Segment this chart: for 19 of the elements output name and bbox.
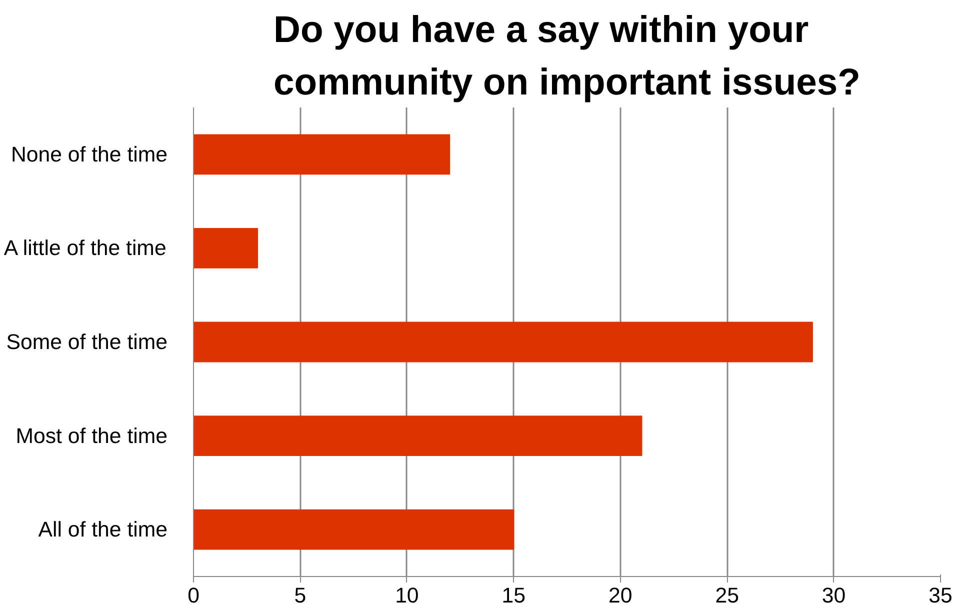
x-tick-label: 10 [395, 584, 419, 608]
x-tick-label: 30 [822, 584, 846, 608]
x-tick-label: 25 [715, 584, 739, 608]
x-tick-label: 15 [502, 584, 526, 608]
y-tick-label: None of the time [11, 142, 168, 166]
y-tick-label: Some of the time [6, 330, 168, 354]
x-tick-label: 20 [608, 584, 632, 608]
y-tick-label: Most of the time [16, 424, 168, 448]
bar [194, 416, 642, 456]
bar [194, 322, 813, 362]
y-tick-label: A little of the time [4, 236, 166, 260]
x-tick-label: 0 [188, 584, 200, 608]
chart-title: Do you have a say within your community on important issues? [274, 8, 860, 102]
x-tick-label: 5 [294, 584, 306, 608]
bar [194, 134, 450, 175]
bar [194, 509, 514, 550]
x-tick-label: 35 [928, 584, 952, 608]
y-tick-label: All of the time [38, 518, 168, 542]
bar [194, 228, 258, 268]
